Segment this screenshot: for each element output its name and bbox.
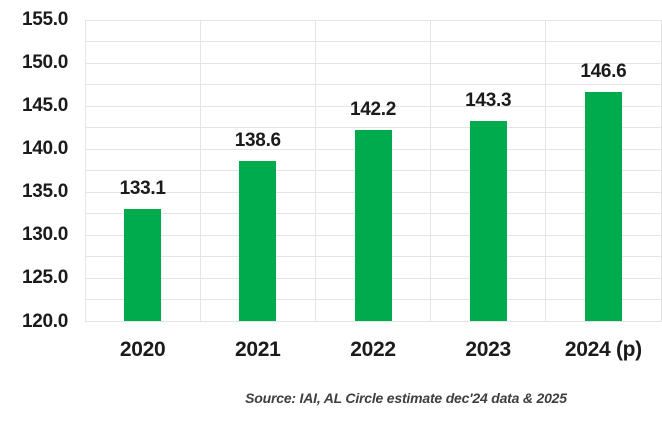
y-axis-tick-label: 130.0 [21,224,68,246]
bar-value-label: 142.2 [349,99,397,121]
x-axis-tick-label: 2024 (p) [564,338,642,361]
gridline-horizontal [85,127,661,129]
bar-2022 [354,130,392,322]
bar-value-label: 146.6 [580,61,627,83]
gridline-vertical [545,20,547,322]
bar-2020 [124,208,162,322]
gridline-horizontal [85,105,661,107]
gridline-vertical [314,20,316,322]
y-axis-tick-label: 135.0 [21,181,68,203]
gridline-vertical [84,20,86,322]
x-axis-tick-label: 2022 [350,338,396,361]
x-axis-tick-label: 2021 [235,338,281,361]
gridline-vertical [660,20,662,322]
bar-value-label: 133.1 [119,177,166,199]
gridline-horizontal [85,19,661,21]
gridline-horizontal [85,84,661,86]
gridline-horizontal [85,41,661,43]
source-note: Source: IAI, AL Circle estimate dec'24 d… [245,390,567,406]
gridline-horizontal [85,62,661,64]
bar-value-label: 143.3 [465,89,512,111]
bar-2024p [584,92,622,322]
bar-value-label: 138.6 [234,130,281,152]
gridline-vertical [199,20,201,322]
y-axis-tick-label: 140.0 [21,138,68,160]
x-axis-tick-label: 2020 [119,338,166,361]
y-axis-tick-label: 125.0 [21,267,68,289]
bar-2021 [239,161,277,322]
gridline-horizontal [85,321,661,322]
y-axis-tick-label: 145.0 [21,95,68,117]
bar-2023 [469,120,507,322]
gridline-vertical [430,20,432,322]
y-axis-tick-label: 150.0 [21,52,68,74]
y-axis-tick-label: 155.0 [21,9,68,30]
x-axis-tick-label: 2023 [465,338,511,361]
y-axis-tick-label: 120.0 [21,310,68,332]
